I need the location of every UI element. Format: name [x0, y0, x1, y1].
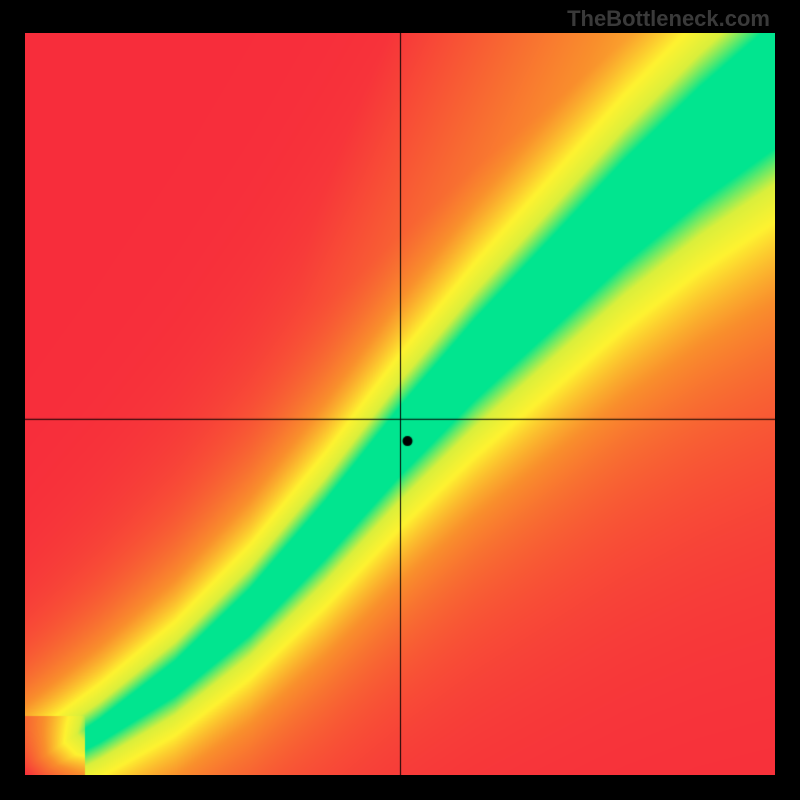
bottleneck-heatmap — [25, 33, 775, 775]
heatmap-canvas — [25, 33, 775, 775]
watermark-text: TheBottleneck.com — [567, 6, 770, 32]
